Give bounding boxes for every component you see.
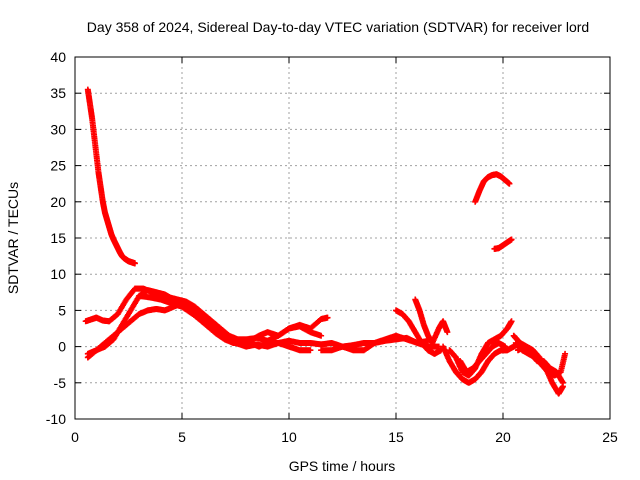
y-tick-label: 20 xyxy=(50,194,66,210)
series-arc-o xyxy=(514,343,566,386)
series-arc-j xyxy=(457,339,509,375)
data-point xyxy=(324,314,331,321)
x-tick-label: 15 xyxy=(388,429,404,445)
x-tick-label: 0 xyxy=(71,429,79,445)
data-point xyxy=(307,347,314,354)
y-tick-label: 0 xyxy=(58,339,66,355)
y-tick-label: 25 xyxy=(50,158,66,174)
y-tick-label: 35 xyxy=(50,85,66,101)
series-arc-k xyxy=(472,171,513,205)
series-arc-e xyxy=(318,332,442,354)
data-point xyxy=(508,236,515,243)
data-point xyxy=(444,329,451,336)
y-axis-label: SDTVAR / TECUs xyxy=(5,182,21,294)
x-tick-label: 20 xyxy=(495,429,511,445)
series-arc-early-decay xyxy=(84,86,138,267)
y-tick-label: -5 xyxy=(54,375,67,391)
axis-ticks: 0 5 10 15 20 25 -10 -5 0 5 10 15 20 25 30 35 40 xyxy=(46,49,618,445)
data-point xyxy=(502,343,509,350)
y-tick-label: -10 xyxy=(46,411,66,427)
grid-lines xyxy=(75,57,610,419)
data-point xyxy=(508,318,515,325)
data-point xyxy=(559,379,566,386)
x-axis-label: GPS time / hours xyxy=(289,458,396,474)
series-arc-f xyxy=(393,307,444,357)
y-tick-label: 30 xyxy=(50,121,66,137)
chart-title: Day 358 of 2024, Sidereal Day-to-day VTE… xyxy=(87,19,589,35)
series-arc-g xyxy=(412,296,451,346)
x-tick-label: 5 xyxy=(178,429,186,445)
data-point xyxy=(131,260,138,267)
y-tick-label: 10 xyxy=(50,266,66,282)
y-tick-label: 15 xyxy=(50,230,66,246)
data-point xyxy=(562,350,569,357)
x-tick-label: 10 xyxy=(281,429,297,445)
y-tick-label: 40 xyxy=(50,49,66,65)
x-tick-label: 25 xyxy=(602,429,618,445)
series-arc-h xyxy=(440,339,524,386)
data-point xyxy=(318,332,325,339)
y-tick-label: 5 xyxy=(58,302,66,318)
data-point xyxy=(506,180,513,187)
data-marks xyxy=(82,86,569,397)
series-arc-l xyxy=(491,236,515,252)
